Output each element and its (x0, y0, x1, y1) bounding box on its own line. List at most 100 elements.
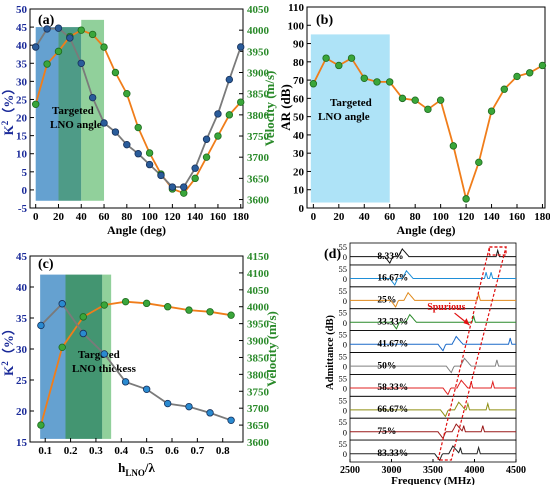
k2-point-a (191, 164, 199, 172)
plot-frame-a (29, 8, 244, 209)
ytick-label-right-c: 3800 (247, 369, 270, 381)
k2-point-a (43, 25, 51, 33)
row-ytick-55: 55 (339, 308, 348, 318)
annotation-a-line1: Targeted (52, 105, 94, 117)
x-label-main: h (118, 460, 126, 475)
trace-label: 66.67% (377, 405, 408, 415)
velocity-point-a (123, 89, 131, 98)
xtick-label-b: 180 (534, 211, 550, 223)
velocity-point-a (100, 43, 108, 51)
velocity-point-a (225, 111, 234, 119)
x-label-sub: LNO (125, 468, 145, 478)
ytick-label-right-c: 4000 (247, 302, 270, 314)
k2-point-c (100, 350, 108, 358)
admittance-trace (350, 423, 516, 440)
ytick-label-left-c: 35 (16, 313, 28, 325)
ytick-label-left-c: 40 (16, 282, 28, 294)
xtick-label-a: 40 (76, 211, 88, 223)
trace-label: 33.33% (377, 317, 408, 327)
velocity-point-a (43, 60, 51, 68)
velocity-point-c (163, 303, 172, 311)
subplot-frame-d (349, 417, 517, 441)
ytick-label-right-a: 3600 (247, 195, 270, 207)
xtick-label-b: 40 (359, 211, 371, 223)
k2-point-c (79, 329, 87, 338)
ar-point-b (436, 96, 445, 104)
ytick-label-b: 10 (293, 185, 305, 197)
y-axis-label-text-a: K2（%） (0, 82, 16, 136)
xtick-label-b: 120 (458, 211, 475, 223)
row-ytick-55: 55 (339, 417, 348, 427)
admittance-trace (350, 357, 516, 374)
velocity-point-a (54, 47, 63, 56)
k2-point-a (77, 59, 85, 67)
ar-point-b (335, 61, 343, 70)
ytick-label-right-c: 4050 (247, 285, 270, 297)
trace-label: 83.33% (377, 449, 408, 459)
ytick-label-left-c: 30 (16, 344, 28, 356)
x-axis-label-a: Angle (deg) (107, 223, 166, 237)
k2-point-a (168, 183, 177, 191)
target-band-2 (58, 27, 82, 201)
ytick-label-right-c: 3900 (247, 336, 270, 348)
xtick-label-c: 0.6 (165, 445, 179, 457)
row-ytick-0: 0 (343, 318, 347, 328)
row-ytick-0: 0 (343, 449, 347, 459)
admittance-trace (350, 335, 516, 352)
target-band-1 (35, 27, 59, 201)
ytick-label-b: 50 (293, 112, 305, 124)
ytick-label-left-a: 45 (16, 22, 28, 34)
ytick-label-left-c: 15 (16, 437, 28, 449)
xtick-label-a: 0 (33, 211, 39, 223)
annotation-c-line2: LNO thickess (72, 363, 137, 375)
velocity-point-a (111, 68, 120, 77)
subplot-frame-d (349, 330, 517, 353)
xtick-label-c: 0.7 (190, 445, 204, 457)
velocity-point-a (180, 189, 188, 197)
velocity-point-a (202, 153, 211, 161)
ytick-label-left-a: -5 (18, 203, 28, 215)
ytick-label-left-a: 30 (16, 76, 28, 88)
k2-point-c (227, 416, 235, 424)
plot-frame-b (306, 6, 546, 209)
xtick-label-c: 0.2 (64, 445, 78, 457)
velocity-point-a (145, 149, 154, 157)
xtick-label-a: 120 (164, 211, 181, 223)
velocity-point-c (79, 313, 87, 321)
trace-label: 75% (377, 427, 396, 437)
ytick-label-left-a: 20 (16, 113, 28, 125)
ytick-label-right-c: 4100 (247, 268, 270, 280)
ytick-label-b: 40 (293, 130, 305, 142)
ytick-label-left-a: 5 (22, 167, 28, 179)
velocity-point-a (134, 123, 142, 132)
k2-point-a (157, 171, 165, 180)
xtick-label-a: 180 (232, 211, 249, 223)
admittance-trace (350, 313, 516, 330)
k2-line-c (40, 302, 232, 422)
velocity-point-c (58, 343, 66, 352)
velocity-point-c (206, 308, 214, 316)
row-ytick-0: 0 (343, 340, 347, 350)
ytick-label-b: 0 (299, 203, 305, 215)
ytick-label-right-a: 4050 (247, 4, 270, 16)
ytick-label-left-c: 45 (16, 251, 28, 263)
xtick-label-a: 60 (99, 211, 111, 223)
ar-point-b (386, 78, 394, 86)
xtick-label-a: 140 (187, 211, 204, 223)
y-axis-label-right-text-a: Velocity (m/s) (262, 71, 277, 147)
ar-point-b (475, 158, 483, 167)
xtick-label-b: 0 (311, 211, 317, 223)
xtick-label-b: 160 (509, 211, 526, 223)
subplot-frame-d (349, 373, 517, 397)
k2-point-a (31, 43, 40, 51)
x-label-tail: /λ (144, 460, 156, 475)
ytick-label-right-c: 3600 (247, 437, 270, 449)
ytick-label-left-a: 35 (16, 58, 28, 70)
velocity-point-c (100, 301, 108, 309)
ar-point-b (500, 85, 508, 93)
y-axis-label-right-c: Velocity (m/s) (264, 311, 279, 387)
k-superscript-c: 2 (0, 361, 10, 366)
x-axis-label-c: hLNO/λ (118, 460, 155, 478)
